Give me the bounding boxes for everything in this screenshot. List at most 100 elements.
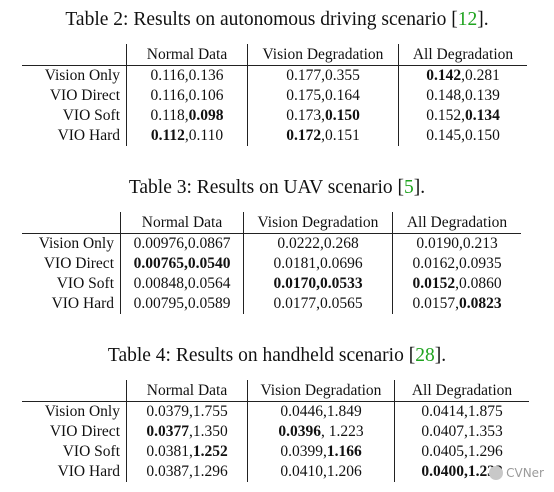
value: 0.152, [426, 107, 465, 124]
value: 0.116,0.106 [150, 87, 224, 104]
table-cell: 0.0396, 1.223 [247, 422, 395, 442]
table-cell: 0.145,0.150 [398, 126, 527, 146]
table-cell: 0.0399,1.166 [247, 442, 395, 462]
citation-link[interactable]: 12 [457, 9, 478, 30]
best-value: 0.134 [464, 107, 500, 124]
column-header: All Degradation [392, 212, 521, 234]
value: 0.0222,0.268 [277, 235, 359, 252]
citation-link[interactable]: 28 [415, 345, 435, 366]
row-label: VIO Hard [51, 295, 114, 312]
caption-text: ]. [434, 345, 447, 366]
best-value: 0.0396 [278, 423, 321, 440]
caption-text: Table 4: Results on handheld scenario [ [107, 345, 416, 366]
value: 0.0381, [146, 443, 193, 460]
table-2-caption: Table 2: Results on autonomous driving s… [0, 8, 554, 32]
wechat-icon [489, 466, 504, 480]
value: 0.0407,1.353 [421, 423, 503, 440]
value: 0.145,0.150 [426, 127, 500, 144]
row-label: VIO Hard [57, 463, 120, 480]
table-row: VIO Soft 0.118,0.098 0.173,0.150 0.152,0.13… [22, 106, 527, 126]
table-cell: 0.0407,1.353 [394, 422, 529, 442]
row-label: Vision Only [44, 403, 120, 420]
best-value: 0.0377 [146, 423, 189, 440]
table-cell: 0.116,0.136 [126, 65, 248, 86]
value: 0.0190,0.213 [416, 235, 498, 252]
watermark: CVNer [489, 465, 544, 480]
table-3: Normal Data Vision Degradation All Degra… [22, 212, 521, 314]
column-header: Vision Degradation [247, 380, 395, 402]
corner-cell [22, 212, 121, 234]
table-cell: 0.0170,0.0533 [243, 274, 393, 294]
table-row: VIO Soft 0.0381,1.252 0.0399,1.166 0.0405,1… [22, 442, 529, 462]
value: 0.118, [150, 107, 189, 124]
citation-link[interactable]: 5 [404, 177, 414, 198]
best-value: 1.252 [192, 443, 228, 460]
value: 0.00795,0.0589 [133, 295, 231, 312]
value: 0.00976,0.0867 [133, 235, 231, 252]
value: 0.173, [286, 107, 325, 124]
table-cell: 0.118,0.098 [126, 106, 248, 126]
value: ,0.0860 [455, 275, 502, 292]
table-row: VIO Direct 0.116,0.106 0.175,0.164 0.148,0.… [22, 86, 527, 106]
table-cell: 0.0379,1.755 [126, 401, 248, 422]
table-cell: 0.0410,1.206 [247, 462, 395, 482]
value: , 1.223 [321, 423, 364, 440]
best-value: 0.0170,0.0533 [273, 275, 363, 292]
value: 0.0157, [412, 295, 459, 312]
value: 0.177,0.355 [286, 67, 360, 84]
best-value: 0.112 [150, 127, 185, 144]
table-cell: 0.148,0.139 [398, 86, 527, 106]
value: 0.0405,1.296 [421, 443, 503, 460]
table-cell: 0.0157,0.0823 [392, 294, 521, 314]
column-header: Normal Data [126, 44, 248, 66]
column-header: Vision Degradation [243, 212, 393, 234]
table-cell: 0.00976,0.0867 [120, 233, 244, 254]
corner-cell [22, 380, 127, 402]
value: 0.0177,0.0565 [273, 295, 363, 312]
table-cell: 0.112,0.110 [126, 126, 248, 146]
value: 0.0379,1.755 [146, 403, 228, 420]
table-row: VIO Hard 0.00795,0.0589 0.0177,0.0565 0.015… [22, 294, 521, 314]
table-cell: 0.175,0.164 [247, 86, 399, 106]
row-label: VIO Soft [62, 443, 120, 460]
table-cell: 0.173,0.150 [247, 106, 399, 126]
table-body: Vision Only 0.00976,0.0867 0.0222,0.268 0.0… [22, 233, 521, 314]
table-cell: 0.152,0.134 [398, 106, 527, 126]
value: 0.0446,1.849 [280, 403, 362, 420]
table-row: VIO Direct 0.00765,0.0540 0.0181,0.0696 0.0… [22, 254, 521, 274]
row-label: VIO Hard [57, 127, 120, 144]
table-cell: 0.0181,0.0696 [243, 254, 393, 274]
table-cell: 0.0177,0.0565 [243, 294, 393, 314]
value: 0.00848,0.0564 [133, 275, 231, 292]
value: 0.175,0.164 [286, 87, 360, 104]
table-cell: 0.0387,1.296 [126, 462, 248, 482]
caption-text: ]. [413, 177, 426, 198]
value: 0.0414,1.875 [421, 403, 503, 420]
watermark-text: CVNer [506, 465, 544, 480]
row-label: VIO Direct [49, 423, 120, 440]
table-row: Vision Only 0.00976,0.0867 0.0222,0.268 0.0… [22, 233, 521, 254]
table-row: VIO Soft 0.00848,0.0564 0.0170,0.0533 0.015… [22, 274, 521, 294]
table-body: Vision Only 0.116,0.136 0.177,0.355 0.142,0… [22, 65, 527, 146]
table-cell: 0.00765,0.0540 [120, 254, 244, 274]
value: 0.0162,0.0935 [412, 255, 502, 272]
table-cell: 0.0190,0.213 [392, 233, 521, 254]
best-value: 0.0823 [458, 295, 502, 312]
value: 0.0410,1.206 [280, 463, 362, 480]
column-header: Normal Data [126, 380, 248, 402]
value: 0.148,0.139 [426, 87, 500, 104]
table-2: Normal Data Vision Degradation All Degra… [22, 44, 527, 146]
table-cell: 0.0446,1.849 [247, 401, 395, 422]
value: ,0.110 [184, 127, 224, 144]
table-cell: 0.116,0.106 [126, 86, 248, 106]
best-value: 0.142 [426, 67, 462, 84]
corner-cell [22, 44, 127, 66]
header-row: Normal Data Vision Degradation All Degra… [22, 380, 529, 402]
table-cell: 0.177,0.355 [247, 65, 399, 86]
table-row: VIO Direct 0.0377,1.350 0.0396, 1.223 0.040… [22, 422, 529, 442]
value: ,0.151 [321, 127, 360, 144]
table-2-block: Table 2: Results on autonomous driving s… [0, 8, 554, 146]
table-4: Normal Data Vision Degradation All Degra… [22, 380, 529, 482]
table-cell: 0.0222,0.268 [243, 233, 393, 254]
best-value: 0.00765,0.0540 [133, 255, 231, 272]
